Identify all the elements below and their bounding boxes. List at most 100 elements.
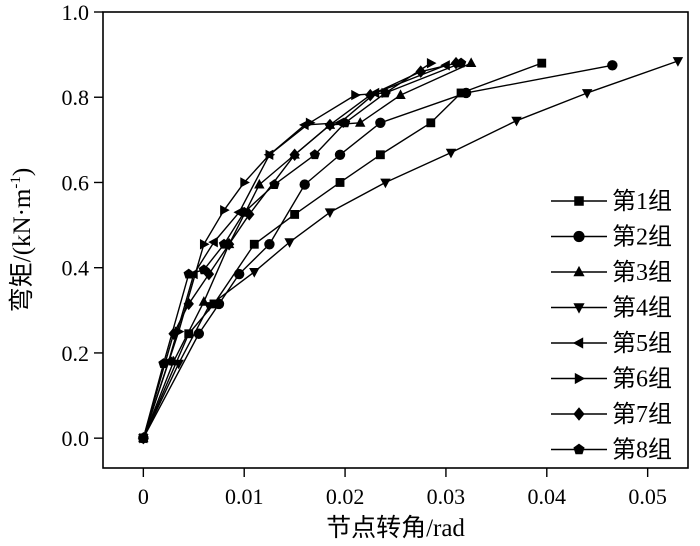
series-3 bbox=[138, 57, 477, 443]
legend-label: 第2组 bbox=[612, 224, 672, 251]
legend-item: 第7组 bbox=[551, 401, 672, 428]
series-2-point bbox=[264, 239, 275, 250]
series-1-point bbox=[290, 210, 300, 219]
series-3-point bbox=[254, 178, 265, 189]
legend-marker bbox=[573, 230, 585, 243]
series-6-point bbox=[351, 89, 361, 101]
series-2-point bbox=[607, 60, 618, 71]
series-6-point bbox=[426, 57, 437, 69]
x-axis-title: 节点转角/rad bbox=[326, 514, 465, 542]
series-4-point bbox=[284, 238, 295, 248]
series-6 bbox=[139, 57, 437, 444]
legend-label: 第4组 bbox=[612, 295, 672, 322]
series-4-point bbox=[324, 208, 336, 219]
series-8-point bbox=[339, 117, 351, 128]
series-2-point bbox=[375, 117, 386, 129]
series-6-line bbox=[142, 62, 432, 439]
legend-marker bbox=[573, 443, 585, 455]
y-axis-title-superscript: -1 bbox=[8, 176, 24, 189]
series-7-point bbox=[289, 148, 300, 162]
series-8-point bbox=[198, 264, 210, 275]
legend-label: 第6组 bbox=[612, 366, 672, 393]
series-4-point bbox=[672, 57, 684, 67]
series-2-point bbox=[299, 179, 310, 190]
series-3-point bbox=[395, 89, 406, 99]
series-3-line bbox=[142, 62, 472, 439]
series-4-point bbox=[581, 89, 593, 99]
series-6-point bbox=[220, 204, 230, 216]
series-layer bbox=[137, 56, 684, 445]
plot-area bbox=[102, 11, 689, 469]
legend-item: 第2组 bbox=[551, 224, 672, 251]
series-8-point bbox=[239, 206, 250, 217]
legend-label: 第5组 bbox=[612, 330, 672, 357]
series-4-line bbox=[142, 60, 679, 439]
series-6-point bbox=[305, 117, 316, 128]
series-2-point bbox=[460, 87, 472, 99]
legend-marker bbox=[573, 265, 585, 277]
series-1-line bbox=[142, 62, 542, 439]
series-5 bbox=[137, 60, 450, 444]
legend-label: 第8组 bbox=[612, 437, 672, 464]
series-6-point bbox=[240, 177, 250, 188]
legend-marker bbox=[573, 303, 585, 314]
series-2-point bbox=[334, 149, 346, 160]
series-1-point bbox=[426, 118, 436, 128]
series-4-point bbox=[173, 359, 184, 370]
legend-marker bbox=[574, 372, 586, 385]
legend-marker bbox=[573, 407, 585, 421]
series-7-line bbox=[142, 62, 457, 439]
legend-item: 第1组 bbox=[551, 188, 672, 215]
legend-item: 第8组 bbox=[551, 437, 672, 464]
axis-ticks: 0 0.01 0.02 0.03 0.04 0.05 0.0 0.2 0.4 0.6 0.8 1.0 bbox=[62, 0, 667, 509]
series-4-point bbox=[511, 116, 522, 127]
series-7-point bbox=[183, 297, 194, 311]
series-4-point bbox=[380, 178, 391, 189]
x-tick-label: 0.01 bbox=[225, 484, 264, 509]
series-8-point bbox=[138, 432, 149, 443]
legend-label: 第7组 bbox=[612, 401, 672, 428]
y-tick-label: 0.6 bbox=[62, 170, 90, 195]
series-2-point bbox=[233, 268, 245, 280]
series-7-point bbox=[244, 208, 255, 221]
series-8-point bbox=[183, 268, 194, 279]
series-8-point bbox=[158, 358, 169, 369]
series-8-point bbox=[218, 238, 230, 249]
series-2-line bbox=[142, 64, 613, 439]
series-8-line bbox=[142, 62, 462, 439]
series-8-point bbox=[269, 179, 280, 190]
series-8-point bbox=[309, 149, 320, 160]
series-8-point bbox=[380, 87, 391, 98]
x-tick-label: 0.04 bbox=[528, 484, 567, 509]
series-1-point bbox=[184, 329, 194, 339]
series-2 bbox=[138, 60, 618, 444]
series-7 bbox=[138, 56, 462, 445]
x-tick-label: 0 bbox=[138, 484, 149, 509]
legend-label: 第3组 bbox=[612, 259, 672, 286]
legend-item: 第4组 bbox=[551, 295, 672, 322]
series-2-point bbox=[193, 328, 205, 339]
series-4-point bbox=[203, 302, 215, 312]
y-tick-label: 0.8 bbox=[62, 85, 90, 110]
x-tick-label: 0.02 bbox=[326, 484, 365, 509]
series-7-point bbox=[203, 267, 215, 281]
series-1-point bbox=[335, 178, 345, 187]
series-5-line bbox=[142, 64, 447, 439]
legend-item: 第5组 bbox=[551, 330, 672, 357]
series-3-point bbox=[465, 57, 477, 68]
series-8-point bbox=[455, 57, 467, 68]
y-tick-label: 1.0 bbox=[62, 0, 90, 25]
series-5-point bbox=[208, 236, 218, 248]
series-2-point bbox=[213, 298, 225, 310]
series-1-point bbox=[537, 58, 547, 68]
y-tick-label: 0.2 bbox=[62, 341, 90, 366]
y-axis-title-close: ) bbox=[9, 168, 36, 176]
series-6-point bbox=[199, 239, 210, 250]
series-7-point bbox=[324, 118, 336, 132]
series-1-point bbox=[249, 239, 259, 249]
legend-marker bbox=[572, 337, 584, 349]
series-8 bbox=[138, 57, 467, 443]
series-7-point bbox=[415, 65, 426, 78]
y-tick-label: 0.0 bbox=[62, 426, 90, 451]
